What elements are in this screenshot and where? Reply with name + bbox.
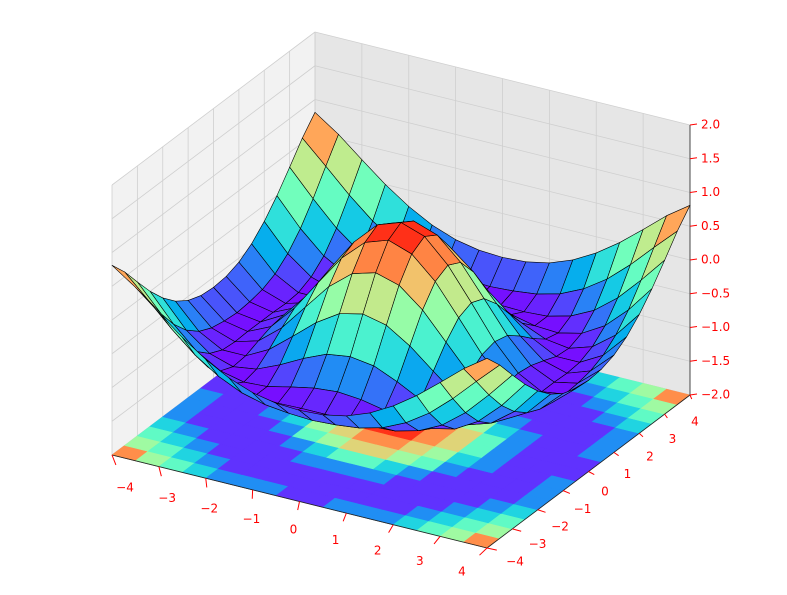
grid-line bbox=[314, 99, 691, 193]
z-tick-label: 2.0 bbox=[701, 118, 720, 132]
grid-line bbox=[111, 132, 316, 287]
y-tick bbox=[512, 528, 522, 532]
y-tick-label: −1 bbox=[574, 502, 592, 516]
x-tick-label: −1 bbox=[243, 512, 261, 526]
z-tick-label: 0.0 bbox=[701, 253, 720, 267]
z-tick-label: −0.5 bbox=[701, 286, 730, 300]
surface-cell bbox=[463, 358, 500, 382]
z-tick-label: 1.5 bbox=[701, 151, 720, 165]
z-tick bbox=[689, 157, 698, 160]
y-tick-label: −4 bbox=[506, 555, 524, 569]
z-tick bbox=[689, 191, 698, 193]
y-tick bbox=[486, 547, 497, 551]
z-tick-label: 0.5 bbox=[701, 219, 720, 233]
x-tick bbox=[205, 478, 208, 488]
y-tick-label: 4 bbox=[691, 415, 699, 429]
x-tick-label: −2 bbox=[200, 502, 218, 516]
x-tick-label: −3 bbox=[158, 491, 176, 505]
z-tick-label: −1.5 bbox=[701, 354, 730, 368]
y-tick bbox=[537, 509, 546, 513]
z-tick bbox=[689, 359, 698, 362]
x-tick bbox=[342, 512, 347, 522]
y-tick-label: 1 bbox=[624, 467, 632, 481]
surface-cell bbox=[386, 284, 423, 347]
x-tick bbox=[158, 466, 162, 477]
grid-line bbox=[111, 31, 316, 186]
y-tick bbox=[638, 432, 644, 438]
y-tick-label: 2 bbox=[646, 450, 654, 464]
z-tick bbox=[689, 393, 698, 396]
y-tick-label: 3 bbox=[669, 432, 677, 446]
z-tick bbox=[689, 292, 698, 295]
z-tick-label: 1.0 bbox=[701, 185, 720, 199]
y-tick bbox=[664, 413, 668, 419]
x-tick-label: 2 bbox=[374, 544, 382, 558]
y-tick bbox=[689, 394, 693, 400]
y-tick-label: −2 bbox=[551, 520, 569, 534]
z-tick bbox=[689, 326, 698, 328]
y-tick bbox=[613, 451, 619, 457]
y-tick bbox=[562, 490, 571, 494]
x-tick bbox=[433, 536, 441, 545]
y-tick-label: −3 bbox=[529, 537, 547, 551]
y-tick bbox=[588, 471, 595, 476]
x-tick bbox=[297, 501, 300, 511]
grid-line bbox=[314, 31, 691, 126]
z-tick-label: −1.0 bbox=[701, 320, 730, 334]
y-tick-label: 0 bbox=[601, 485, 609, 499]
x-tick bbox=[388, 524, 394, 533]
x-tick-label: 3 bbox=[416, 554, 424, 568]
z-tick bbox=[689, 224, 698, 227]
z-tick bbox=[689, 258, 698, 261]
x-tick-label: 1 bbox=[332, 533, 340, 547]
grid-line bbox=[111, 65, 316, 220]
x-tick-label: 4 bbox=[458, 565, 466, 579]
x-tick bbox=[479, 547, 488, 556]
z-tick bbox=[689, 123, 698, 126]
x-tick-label: −4 bbox=[116, 481, 134, 495]
grid-line bbox=[314, 65, 691, 160]
x-tick-label: 0 bbox=[290, 523, 298, 537]
x-tick bbox=[111, 454, 117, 466]
grid-line bbox=[314, 132, 691, 227]
grid-line bbox=[111, 99, 316, 253]
surface-cell bbox=[111, 265, 149, 301]
z-tick-label: −2.0 bbox=[701, 388, 730, 402]
